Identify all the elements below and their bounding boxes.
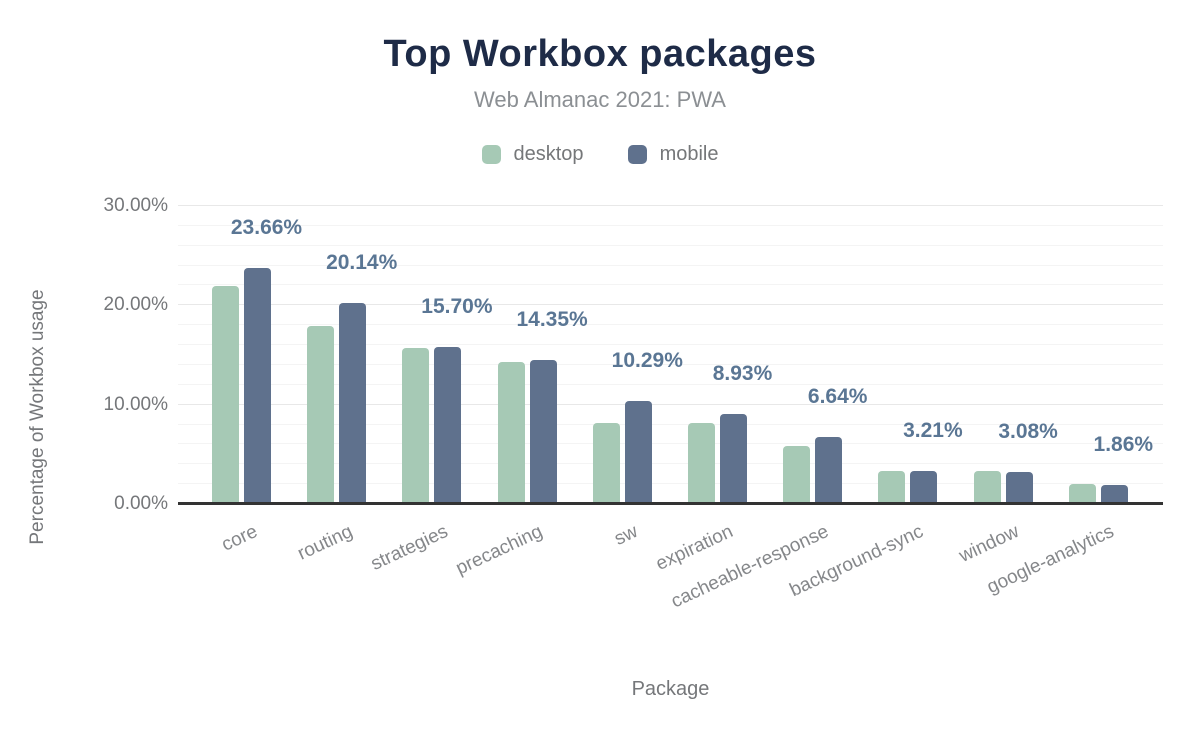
legend-swatch-mobile <box>627 145 647 164</box>
minor-gridline-2 <box>178 483 1163 485</box>
minor-gridline-8 <box>178 423 1163 425</box>
y-tick-label-0: 0.00% <box>114 493 168 514</box>
major-gridline-20 <box>178 304 1163 306</box>
x-tick-label-core: core <box>217 521 261 556</box>
minor-gridline-16 <box>178 344 1163 346</box>
data-label-google-analytics: 1.86% <box>1093 432 1154 456</box>
chart-title: Top Workbox packages <box>383 33 817 75</box>
x-tick-label-strategies: strategies <box>367 521 451 575</box>
minor-gridline-24 <box>178 264 1163 266</box>
data-label-window: 3.08% <box>998 420 1058 444</box>
bar-desktop-routing <box>307 326 335 503</box>
bar-mobile-expiration <box>720 414 747 503</box>
x-tick-label-window: window <box>955 521 1022 567</box>
bar-desktop-background-sync <box>878 471 906 503</box>
data-label-expiration: 8.93% <box>712 362 773 386</box>
legend-swatch-desktop <box>481 145 501 164</box>
x-axis-title: Package <box>631 678 710 700</box>
bar-desktop-google-analytics <box>1068 484 1096 503</box>
bar-mobile-strategies <box>434 347 462 503</box>
bar-desktop-window <box>973 471 1001 503</box>
data-label-core: 23.66% <box>230 215 303 239</box>
bar-mobile-routing <box>339 302 367 503</box>
legend-item-mobile: mobile <box>627 143 719 166</box>
x-tick-label-precaching: precaching <box>452 521 546 580</box>
minor-gridline-28 <box>178 224 1163 226</box>
data-label-background-sync: 3.21% <box>903 419 963 443</box>
bar-mobile-background-sync <box>910 471 938 503</box>
legend-label-desktop: desktop <box>513 143 584 165</box>
x-tick-label-cacheable-response: cacheable-response <box>667 521 832 613</box>
data-label-precaching: 14.35% <box>516 308 588 332</box>
bar-desktop-sw <box>592 422 620 503</box>
x-axis-line <box>178 501 1163 505</box>
data-label-routing: 20.14% <box>326 250 398 274</box>
bar-mobile-precaching <box>529 360 557 503</box>
bar-mobile-window <box>1005 472 1033 503</box>
legend-label-mobile: mobile <box>659 143 719 165</box>
bar-mobile-google-analytics <box>1100 484 1128 503</box>
legend-item-desktop: desktop <box>481 143 584 166</box>
chart-subtitle: Web Almanac 2021: PWA <box>474 87 726 112</box>
y-tick-label-20: 20.00% <box>103 294 168 316</box>
y-tick-label-30: 30.00% <box>103 195 168 216</box>
data-label-sw: 10.29% <box>611 348 683 372</box>
bar-desktop-core <box>212 286 239 503</box>
x-tick-label-routing: routing <box>294 521 356 565</box>
x-tick-label-sw: sw <box>611 521 642 550</box>
minor-gridline-22 <box>178 284 1163 286</box>
minor-gridline-4 <box>178 463 1163 465</box>
bar-desktop-cacheable-response <box>783 446 811 503</box>
y-tick-label-10: 10.00% <box>103 393 168 415</box>
bar-desktop-precaching <box>497 361 525 503</box>
bar-desktop-strategies <box>402 348 430 503</box>
minor-gridline-6 <box>178 443 1163 445</box>
bar-mobile-cacheable-response <box>815 437 843 503</box>
minor-gridline-14 <box>178 363 1163 365</box>
data-label-cacheable-response: 6.64% <box>807 385 868 409</box>
y-axis-title: Percentage of Workbox usage <box>27 289 48 545</box>
bar-desktop-expiration <box>688 422 715 503</box>
bar-mobile-sw <box>624 400 652 503</box>
bar-mobile-core <box>244 267 271 503</box>
data-label-strategies: 15.70% <box>421 295 493 319</box>
minor-gridline-26 <box>178 244 1163 246</box>
major-gridline-10 <box>178 403 1163 405</box>
chart-legend: desktop mobile <box>0 143 1200 166</box>
major-gridline-30 <box>178 205 1163 206</box>
minor-gridline-18 <box>178 324 1163 326</box>
minor-gridline-12 <box>178 383 1163 385</box>
